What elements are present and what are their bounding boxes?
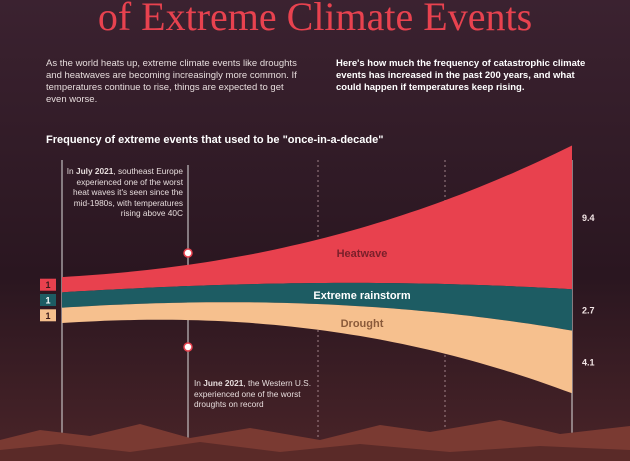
annotation-date: July 2021 <box>75 166 114 176</box>
value-label: 4.1 <box>582 357 595 367</box>
series-label: Heatwave <box>337 248 388 260</box>
value-chip <box>40 278 56 291</box>
annotation-text: , southeast Europe experienced one of th… <box>73 166 183 218</box>
band <box>62 302 572 394</box>
annotation-text: In <box>66 166 76 176</box>
value-label: 2.7 <box>582 305 595 315</box>
intro: As the world heats up, extreme climate e… <box>46 58 297 105</box>
annotation: In July 2021, southeast Europe experienc… <box>66 166 183 219</box>
series-label: Drought <box>341 318 384 330</box>
value-label: 9.4 <box>582 213 595 223</box>
value-chip <box>40 294 56 306</box>
annotation-text: In <box>194 378 204 388</box>
value-label: 1 <box>45 311 50 321</box>
chart-title: of Extreme Climate Events <box>98 0 532 39</box>
series-label: Extreme rainstorm <box>313 290 410 302</box>
annotation-dot <box>183 248 193 258</box>
mountains <box>0 442 630 461</box>
subtitle: Frequency of extreme events that used to… <box>46 134 384 146</box>
value-label: 1 <box>45 280 50 290</box>
band <box>62 282 572 331</box>
annotation-dot <box>183 342 193 352</box>
value-chip <box>40 309 56 322</box>
description: Here's how much the frequency of catastr… <box>336 58 586 93</box>
annotation-date: June 2021 <box>203 378 244 388</box>
value-label: 1 <box>45 296 50 306</box>
band <box>62 145 572 293</box>
annotation-text: , the Western U.S. experienced one of th… <box>194 378 312 409</box>
annotation: In June 2021, the Western U.S. experienc… <box>194 378 324 410</box>
